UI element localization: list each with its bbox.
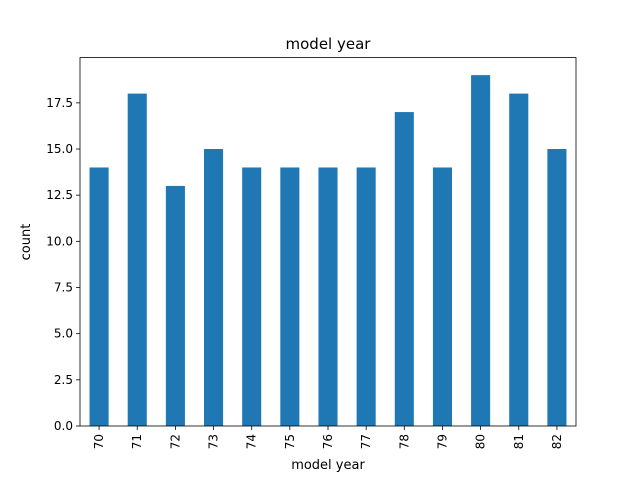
x-tick-label-77: 77	[359, 434, 373, 449]
bar-79	[432, 167, 452, 426]
y-tick-label-5.0: 5.0	[54, 327, 73, 341]
y-tick-label-17.5: 17.5	[46, 96, 73, 110]
bar-72	[165, 185, 185, 426]
bars-group	[89, 75, 567, 427]
bar-81	[509, 93, 529, 427]
y-tick-label-10.0: 10.0	[46, 234, 73, 248]
x-tick-label-70: 70	[92, 434, 106, 449]
x-tick-label-72: 72	[168, 434, 182, 449]
bar-73	[204, 149, 224, 427]
bar-77	[356, 167, 376, 426]
y-tick-label-15.0: 15.0	[46, 142, 73, 156]
y-tick-label-0.0: 0.0	[54, 419, 73, 433]
y-tick-label-7.5: 7.5	[54, 281, 73, 295]
y-axis-ticks: 0.0 2.5 5.0 7.5 10.0 12.5 15.0 17.5	[46, 96, 80, 433]
bar-78	[394, 112, 414, 426]
bar-74	[242, 167, 262, 426]
y-tick-label-2.5: 2.5	[54, 373, 73, 387]
x-tick-label-73: 73	[207, 434, 221, 449]
x-tick-label-79: 79	[435, 434, 449, 449]
x-tick-label-82: 82	[550, 434, 564, 449]
bar-70	[89, 167, 109, 426]
plot-frame	[79, 57, 577, 427]
x-tick-label-76: 76	[321, 434, 335, 449]
bar-80	[471, 75, 491, 427]
x-axis-ticks: 70 71 72 73 74 75 76 77 78 79 80 81 82	[92, 426, 564, 449]
x-tick-label-75: 75	[283, 434, 297, 449]
x-tick-label-81: 81	[512, 434, 526, 449]
x-tick-label-71: 71	[130, 434, 144, 449]
chart-title: model year	[286, 35, 372, 53]
bar-76	[318, 167, 338, 426]
bar-71	[127, 93, 147, 427]
bar-82	[547, 149, 567, 427]
x-tick-label-78: 78	[397, 434, 411, 449]
y-tick-label-12.5: 12.5	[46, 188, 73, 202]
x-axis-label: model year	[291, 458, 365, 473]
x-tick-label-74: 74	[245, 434, 259, 449]
x-tick-label-80: 80	[474, 434, 488, 449]
y-axis-label: count	[19, 224, 34, 261]
bar-75	[280, 167, 300, 426]
